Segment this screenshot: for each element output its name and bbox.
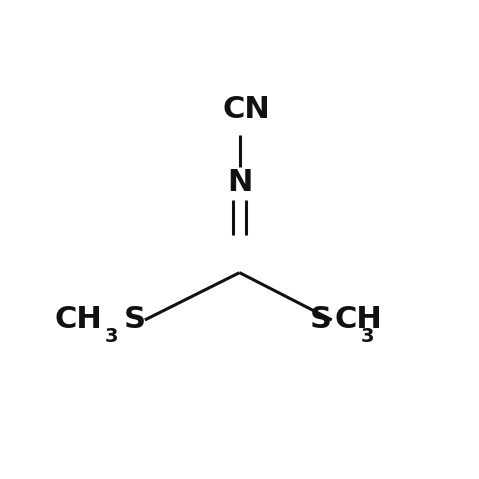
Text: 3: 3 [360,327,374,346]
Text: S: S [124,306,146,334]
Text: CN: CN [223,95,271,124]
Text: N: N [227,168,252,197]
Text: 3: 3 [104,327,118,346]
Text: CH: CH [334,306,382,334]
Text: CH: CH [55,306,102,334]
Text: S: S [310,306,332,334]
